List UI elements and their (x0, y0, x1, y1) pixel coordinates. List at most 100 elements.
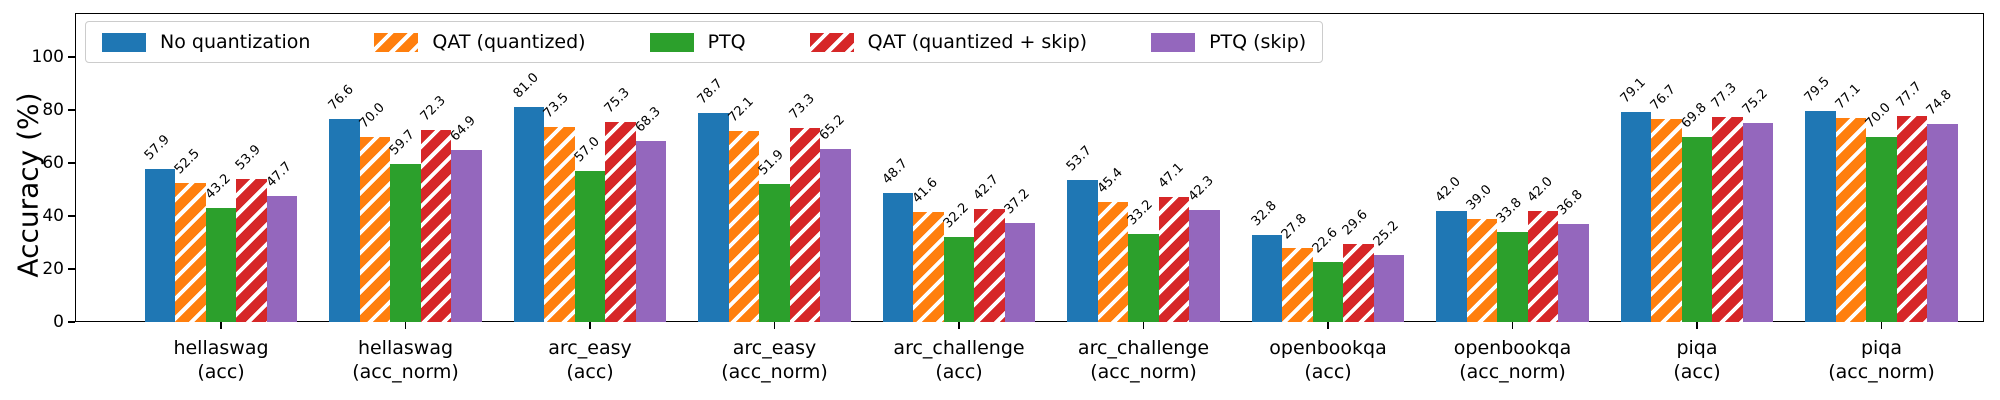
y-tick-label: 40 (42, 206, 64, 226)
bar-ptq-skip (1927, 123, 1958, 322)
x-tick-label-line: (acc) (566, 361, 614, 383)
bar-qat-quantized-skip (420, 130, 452, 322)
legend-item-ptq-skip: PTQ (skip) (1151, 31, 1306, 53)
legend: No quantization QAT (quantized) PTQ QAT (qu… (85, 21, 1324, 63)
x-tick-label-line: (acc) (197, 361, 245, 383)
bar-no-quantization (1620, 112, 1652, 322)
x-tick-mark (1142, 322, 1145, 329)
bar-qat-quantized (1097, 201, 1129, 322)
legend-item-qat-quantized-skip: QAT (quantized + skip) (809, 31, 1087, 53)
bar-ptq-skip (1004, 223, 1036, 322)
bar-ptq (205, 207, 237, 322)
y-tick-mark (68, 321, 75, 323)
legend-label: PTQ (skip) (1209, 31, 1307, 53)
y-tick-label: 0 (53, 312, 64, 332)
x-tick-label-line: (acc_norm) (1828, 361, 1935, 383)
x-tick-label: openbookqa (acc) (1233, 336, 1423, 384)
legend-label: No quantization (160, 31, 311, 53)
bar-ptq (1681, 137, 1713, 322)
y-tick-label: 100 (31, 47, 64, 67)
x-tick-label: arc_challenge (acc) (864, 336, 1054, 384)
bar-qat-quantized (175, 182, 206, 322)
x-tick-label-line: (acc) (1304, 361, 1352, 383)
bar-qat-quantized-skip (1712, 117, 1743, 322)
bar-ptq (1497, 232, 1528, 322)
bar-ptq-skip (1742, 122, 1774, 322)
bar-qat-quantized (1835, 117, 1867, 322)
x-tick-label: openbookqa (acc_norm) (1418, 336, 1608, 384)
x-tick-mark (1696, 322, 1698, 329)
legend-swatch-icon (374, 32, 419, 52)
bar-no-quantization (1251, 235, 1283, 322)
x-tick-mark (1880, 322, 1883, 329)
y-tick-label: 80 (42, 100, 64, 120)
x-tick-label-line: openbookqa (1453, 337, 1572, 359)
x-tick-label: hellaswag (acc_norm) (311, 336, 501, 384)
bar-ptq (759, 184, 790, 322)
legend-swatch-icon (1151, 32, 1196, 52)
x-tick-mark (958, 322, 960, 329)
bar-ptq-skip (1558, 224, 1589, 322)
y-tick-mark (68, 162, 75, 164)
bar-qat-quantized-skip (1343, 243, 1374, 322)
bar-qat-quantized-skip (1158, 197, 1190, 322)
bar-qat-quantized-skip (1896, 116, 1928, 322)
x-tick-label-line: (acc_norm) (352, 361, 459, 383)
bar-ptq (390, 163, 421, 322)
bar-qat-quantized (359, 136, 391, 322)
x-tick-label-line: (acc_norm) (1459, 361, 1566, 383)
bar-ptq-skip (820, 149, 851, 322)
y-tick-mark (68, 268, 75, 270)
x-tick-label-line: (acc_norm) (1090, 361, 1197, 383)
x-tick-label-line: hellaswag (173, 337, 269, 359)
x-tick-label-line: arc_challenge (893, 337, 1025, 359)
bar-qat-quantized (1282, 248, 1313, 322)
x-tick-label: arc_challenge (acc_norm) (1049, 336, 1239, 384)
bar-qat-quantized (913, 211, 944, 322)
legend-swatch-icon (102, 32, 146, 52)
x-tick-label: arc_easy (acc_norm) (680, 336, 870, 384)
bar-no-quantization (329, 119, 360, 322)
legend-item-no-quantization: No quantization (102, 31, 310, 53)
bar-no-quantization (1436, 210, 1467, 322)
bar-ptq (1312, 262, 1344, 322)
x-tick-mark (404, 322, 407, 329)
bar-no-quantization (1067, 179, 1098, 322)
x-tick-label: arc_easy (acc) (495, 336, 685, 384)
y-tick-mark (68, 215, 75, 217)
x-tick-label: piqa (acc_norm) (1787, 336, 1977, 384)
x-tick-mark (773, 322, 776, 329)
bar-ptq-skip (266, 195, 298, 322)
x-tick-label-line: arc_easy (548, 337, 632, 359)
x-tick-mark (589, 322, 591, 329)
bar-qat-quantized-skip (1527, 210, 1559, 322)
bar-qat-quantized-skip (789, 127, 821, 322)
bar-qat-quantized-skip (236, 179, 267, 322)
bar-no-quantization (1805, 111, 1836, 322)
x-tick-mark (1511, 322, 1514, 329)
bar-qat-quantized-skip (605, 122, 636, 322)
bar-no-quantization (882, 192, 914, 322)
bar-ptq (574, 170, 606, 322)
legend-label: QAT (quantized) (432, 31, 586, 53)
legend-item-qat-quantized: QAT (quantized) (374, 31, 586, 53)
bar-ptq (1128, 234, 1159, 322)
bar-ptq (943, 236, 975, 322)
y-tick-mark (68, 56, 75, 58)
x-tick-label-line: arc_easy (732, 337, 817, 359)
bar-no-quantization (144, 168, 176, 322)
y-tick-mark (68, 109, 75, 111)
legend-item-ptq: PTQ (649, 31, 746, 53)
x-tick-mark (220, 322, 222, 329)
bar-qat-quantized (1651, 118, 1682, 322)
bar-qat-quantized (728, 130, 760, 322)
x-tick-mark (1327, 322, 1329, 329)
bar-no-quantization (698, 113, 729, 322)
x-tick-label-line: piqa (1860, 337, 1903, 359)
y-tick-label: 20 (42, 259, 64, 279)
x-tick-label: piqa (acc) (1602, 336, 1792, 384)
x-tick-label: hellaswag (acc) (126, 336, 316, 384)
bar-ptq-skip (635, 141, 667, 322)
bar-ptq-skip (1373, 255, 1405, 322)
